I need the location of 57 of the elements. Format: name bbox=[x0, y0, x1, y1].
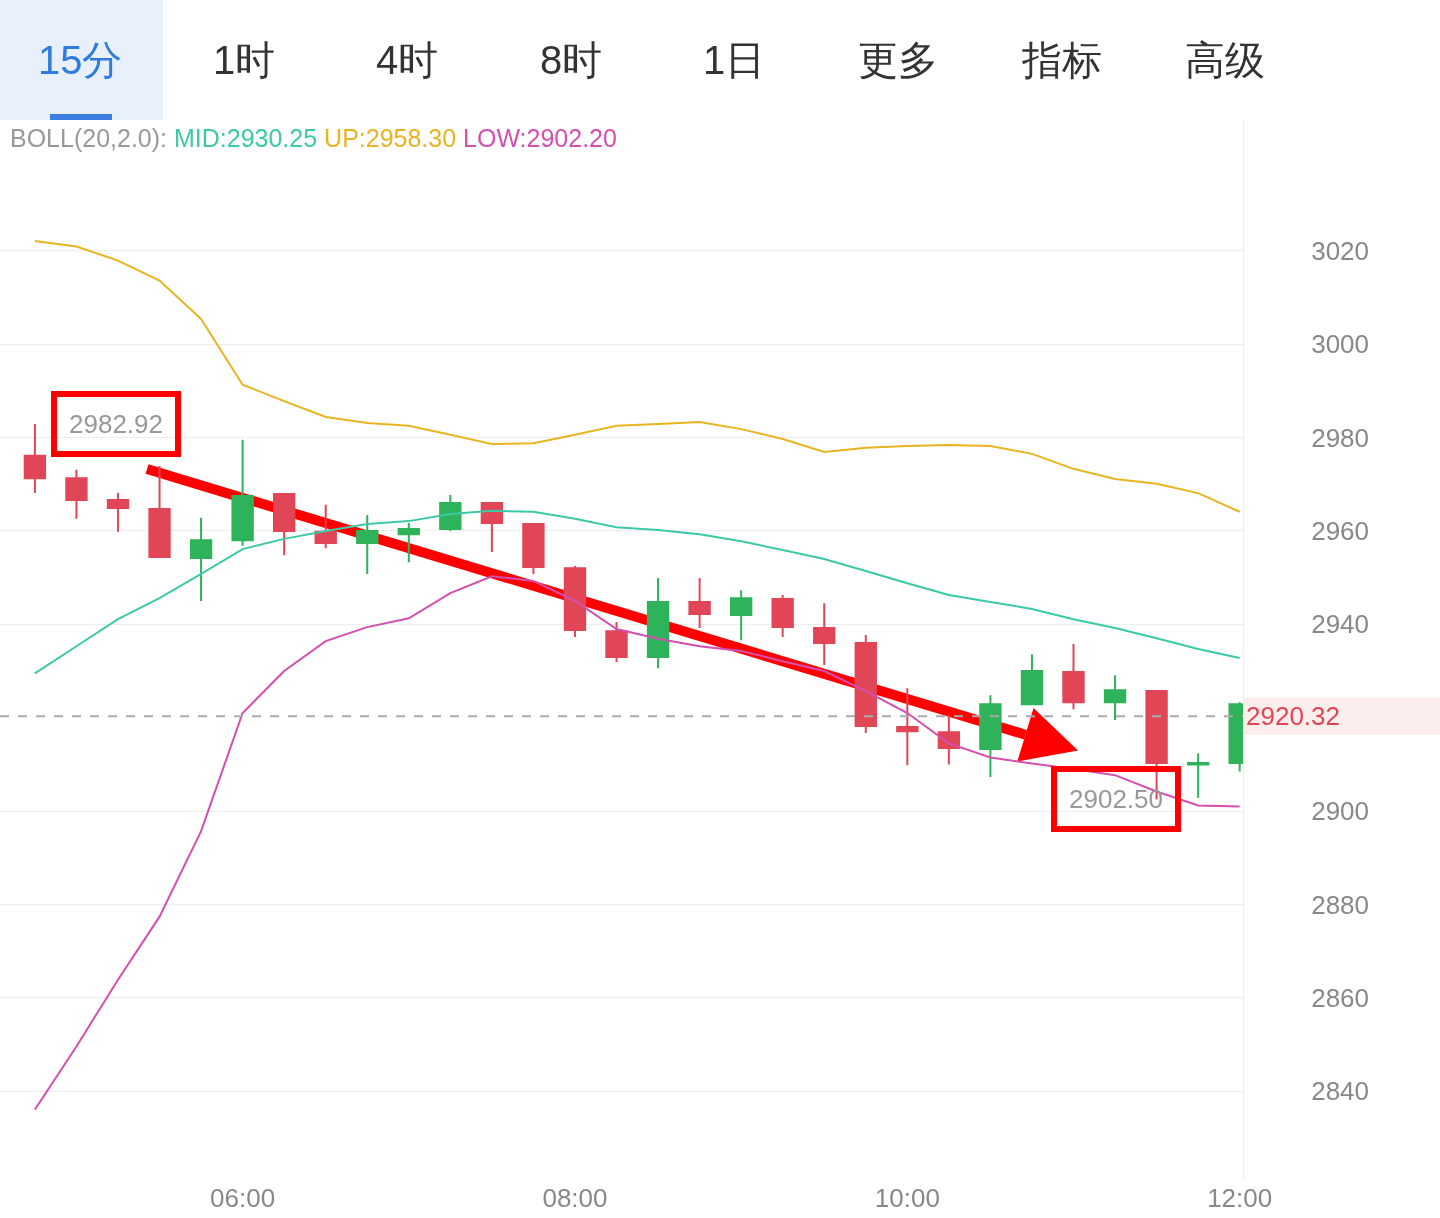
candlestick bbox=[231, 438, 254, 547]
candlestick bbox=[979, 694, 1002, 779]
y-tick-label: 3000 bbox=[1311, 329, 1370, 360]
candlestick bbox=[688, 577, 711, 630]
candlestick bbox=[771, 593, 794, 638]
ref-line-label: 2920.32 bbox=[1246, 701, 1340, 731]
candlestick bbox=[854, 634, 877, 735]
candlestick bbox=[106, 492, 130, 533]
x-tick-label: 12:00 bbox=[1207, 1183, 1273, 1213]
candlestick bbox=[23, 422, 47, 495]
text: 1日 bbox=[703, 38, 766, 82]
annotation: 2902.50 bbox=[1069, 784, 1163, 814]
x-tick-label: 06:00 bbox=[210, 1183, 276, 1213]
y-tick-label: 2940 bbox=[1311, 609, 1370, 640]
y-tick-label: 2840 bbox=[1311, 1076, 1370, 1107]
y-tick-label: 2860 bbox=[1311, 982, 1370, 1013]
candlestick bbox=[522, 522, 545, 575]
candlestick bbox=[1062, 642, 1085, 711]
candlestick bbox=[1020, 653, 1044, 706]
candlestick bbox=[356, 514, 379, 575]
text: 高级 bbox=[1185, 38, 1265, 82]
line-series bbox=[33, 509, 1241, 675]
annotation: 2982.92 bbox=[69, 409, 163, 439]
candlestick bbox=[439, 493, 462, 532]
candlestick bbox=[397, 521, 420, 564]
candlestick bbox=[605, 620, 628, 664]
candlestick bbox=[896, 687, 919, 767]
candlestick bbox=[189, 516, 213, 602]
text: 1时 bbox=[213, 38, 276, 82]
line-series bbox=[33, 575, 1241, 1111]
x-tick-label: 10:00 bbox=[874, 1183, 940, 1213]
candlestick bbox=[1186, 752, 1210, 800]
legend-title: BOLL(20,2.0): bbox=[10, 124, 168, 152]
y-tick-label: 2900 bbox=[1311, 796, 1370, 827]
text: UP:2958.30 bbox=[324, 124, 457, 152]
y-tick-label: 2960 bbox=[1311, 516, 1370, 547]
y-tick-label: 2980 bbox=[1311, 422, 1370, 453]
candlestick bbox=[646, 577, 670, 670]
y-tick-label: 2880 bbox=[1311, 889, 1370, 920]
candlestick bbox=[314, 503, 337, 550]
text: 指标 bbox=[1021, 38, 1102, 82]
candlestick bbox=[65, 468, 88, 520]
candlestick bbox=[813, 602, 836, 666]
candlestick bbox=[272, 493, 296, 557]
text: 15分 bbox=[38, 38, 123, 82]
candlestick bbox=[563, 564, 587, 638]
y-tick-label: 3020 bbox=[1311, 235, 1370, 266]
x-tick-label: 08:00 bbox=[542, 1183, 608, 1213]
text: MID:2930.25 bbox=[173, 124, 318, 152]
line-series bbox=[33, 239, 1241, 513]
candlestick bbox=[729, 589, 753, 642]
text: 8时 bbox=[540, 38, 603, 82]
text: 更多 bbox=[858, 38, 938, 82]
text: LOW:2902.20 bbox=[463, 124, 617, 152]
candlestick bbox=[1103, 674, 1127, 722]
text: 4时 bbox=[376, 38, 439, 82]
candlestick bbox=[148, 465, 171, 559]
